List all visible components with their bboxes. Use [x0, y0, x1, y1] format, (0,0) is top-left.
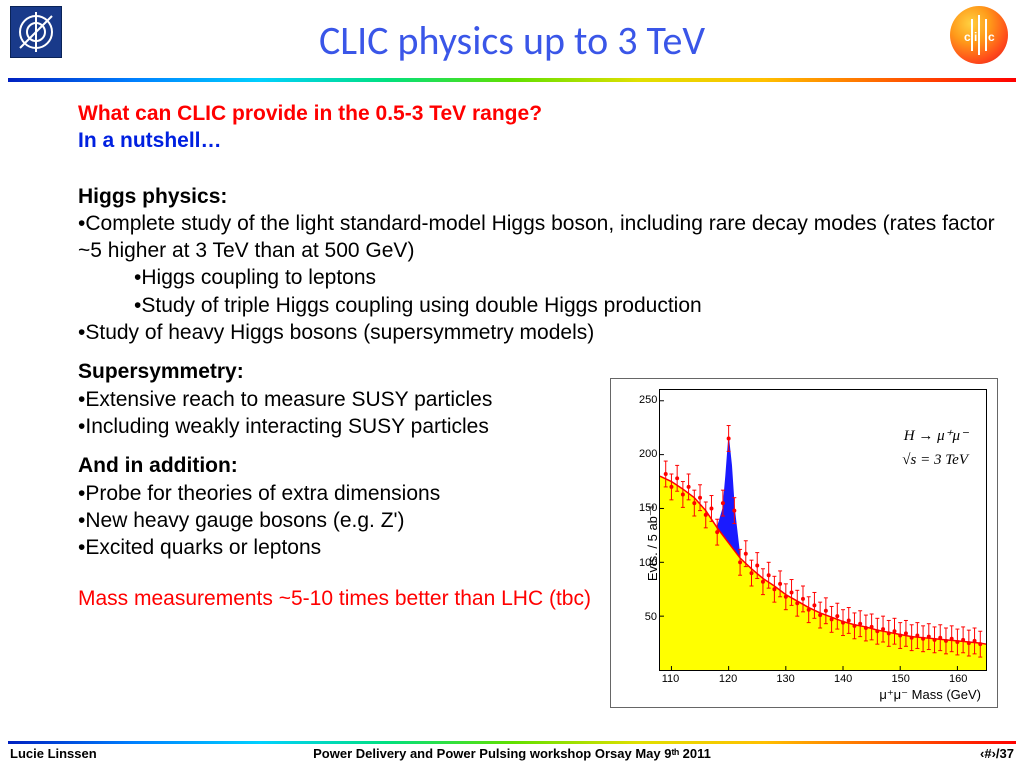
bullet-higgs-1a: Higgs coupling to leptons: [134, 264, 1004, 291]
bullet-addl-3: Excited quarks or leptons: [78, 534, 598, 561]
bullet-addl-1: Probe for theories of extra dimensions: [78, 480, 598, 507]
heading-question: What can CLIC provide in the 0.5-3 TeV r…: [78, 100, 1004, 127]
slide-footer: Lucie Linssen Power Delivery and Power P…: [10, 746, 1014, 764]
bullet-higgs-2: Study of heavy Higgs bosons (supersymmet…: [78, 319, 1004, 346]
footer-author: Lucie Linssen: [10, 746, 97, 764]
cern-logo: [10, 6, 62, 58]
chart-xlabel: μ⁺μ⁻ Mass (GeV): [879, 687, 981, 703]
divider-bottom: [8, 741, 1016, 744]
higgs-mass-chart: Evts. / 5 ab⁻¹ μ⁺μ⁻ Mass (GeV) H → μ⁺μ⁻ …: [610, 378, 998, 708]
heading-higgs: Higgs physics:: [78, 183, 1004, 210]
bullet-susy-1: Extensive reach to measure SUSY particle…: [78, 386, 598, 413]
mass-note: Mass measurements ~5-10 times better tha…: [78, 585, 598, 612]
bullet-susy-2: Including weakly interacting SUSY partic…: [78, 413, 598, 440]
bullet-addl-2: New heavy gauge bosons (e.g. Z'): [78, 507, 598, 534]
chart-plot-area: H → μ⁺μ⁻ √s = 3 TeV: [659, 389, 987, 671]
footer-event: Power Delivery and Power Pulsing worksho…: [313, 746, 711, 761]
footer-page: ‹#›/37: [980, 746, 1014, 764]
bullet-higgs-1: Complete study of the light standard-mod…: [78, 210, 1004, 265]
clic-logo: cic: [950, 6, 1008, 64]
svg-text:i: i: [974, 30, 977, 44]
chart-annotation-2: √s = 3 TeV: [902, 452, 968, 469]
svg-text:c: c: [988, 30, 995, 44]
chart-annotation-1: H → μ⁺μ⁻: [904, 426, 968, 445]
svg-text:c: c: [964, 30, 971, 44]
bullet-higgs-1b: Study of triple Higgs coupling using dou…: [134, 292, 1004, 319]
heading-nutshell: In a nutshell…: [78, 127, 1004, 154]
slide-header: CLIC physics up to 3 TeV cic: [0, 0, 1024, 78]
slide-title: CLIC physics up to 3 TeV: [0, 0, 1024, 65]
divider-top: [8, 78, 1016, 82]
